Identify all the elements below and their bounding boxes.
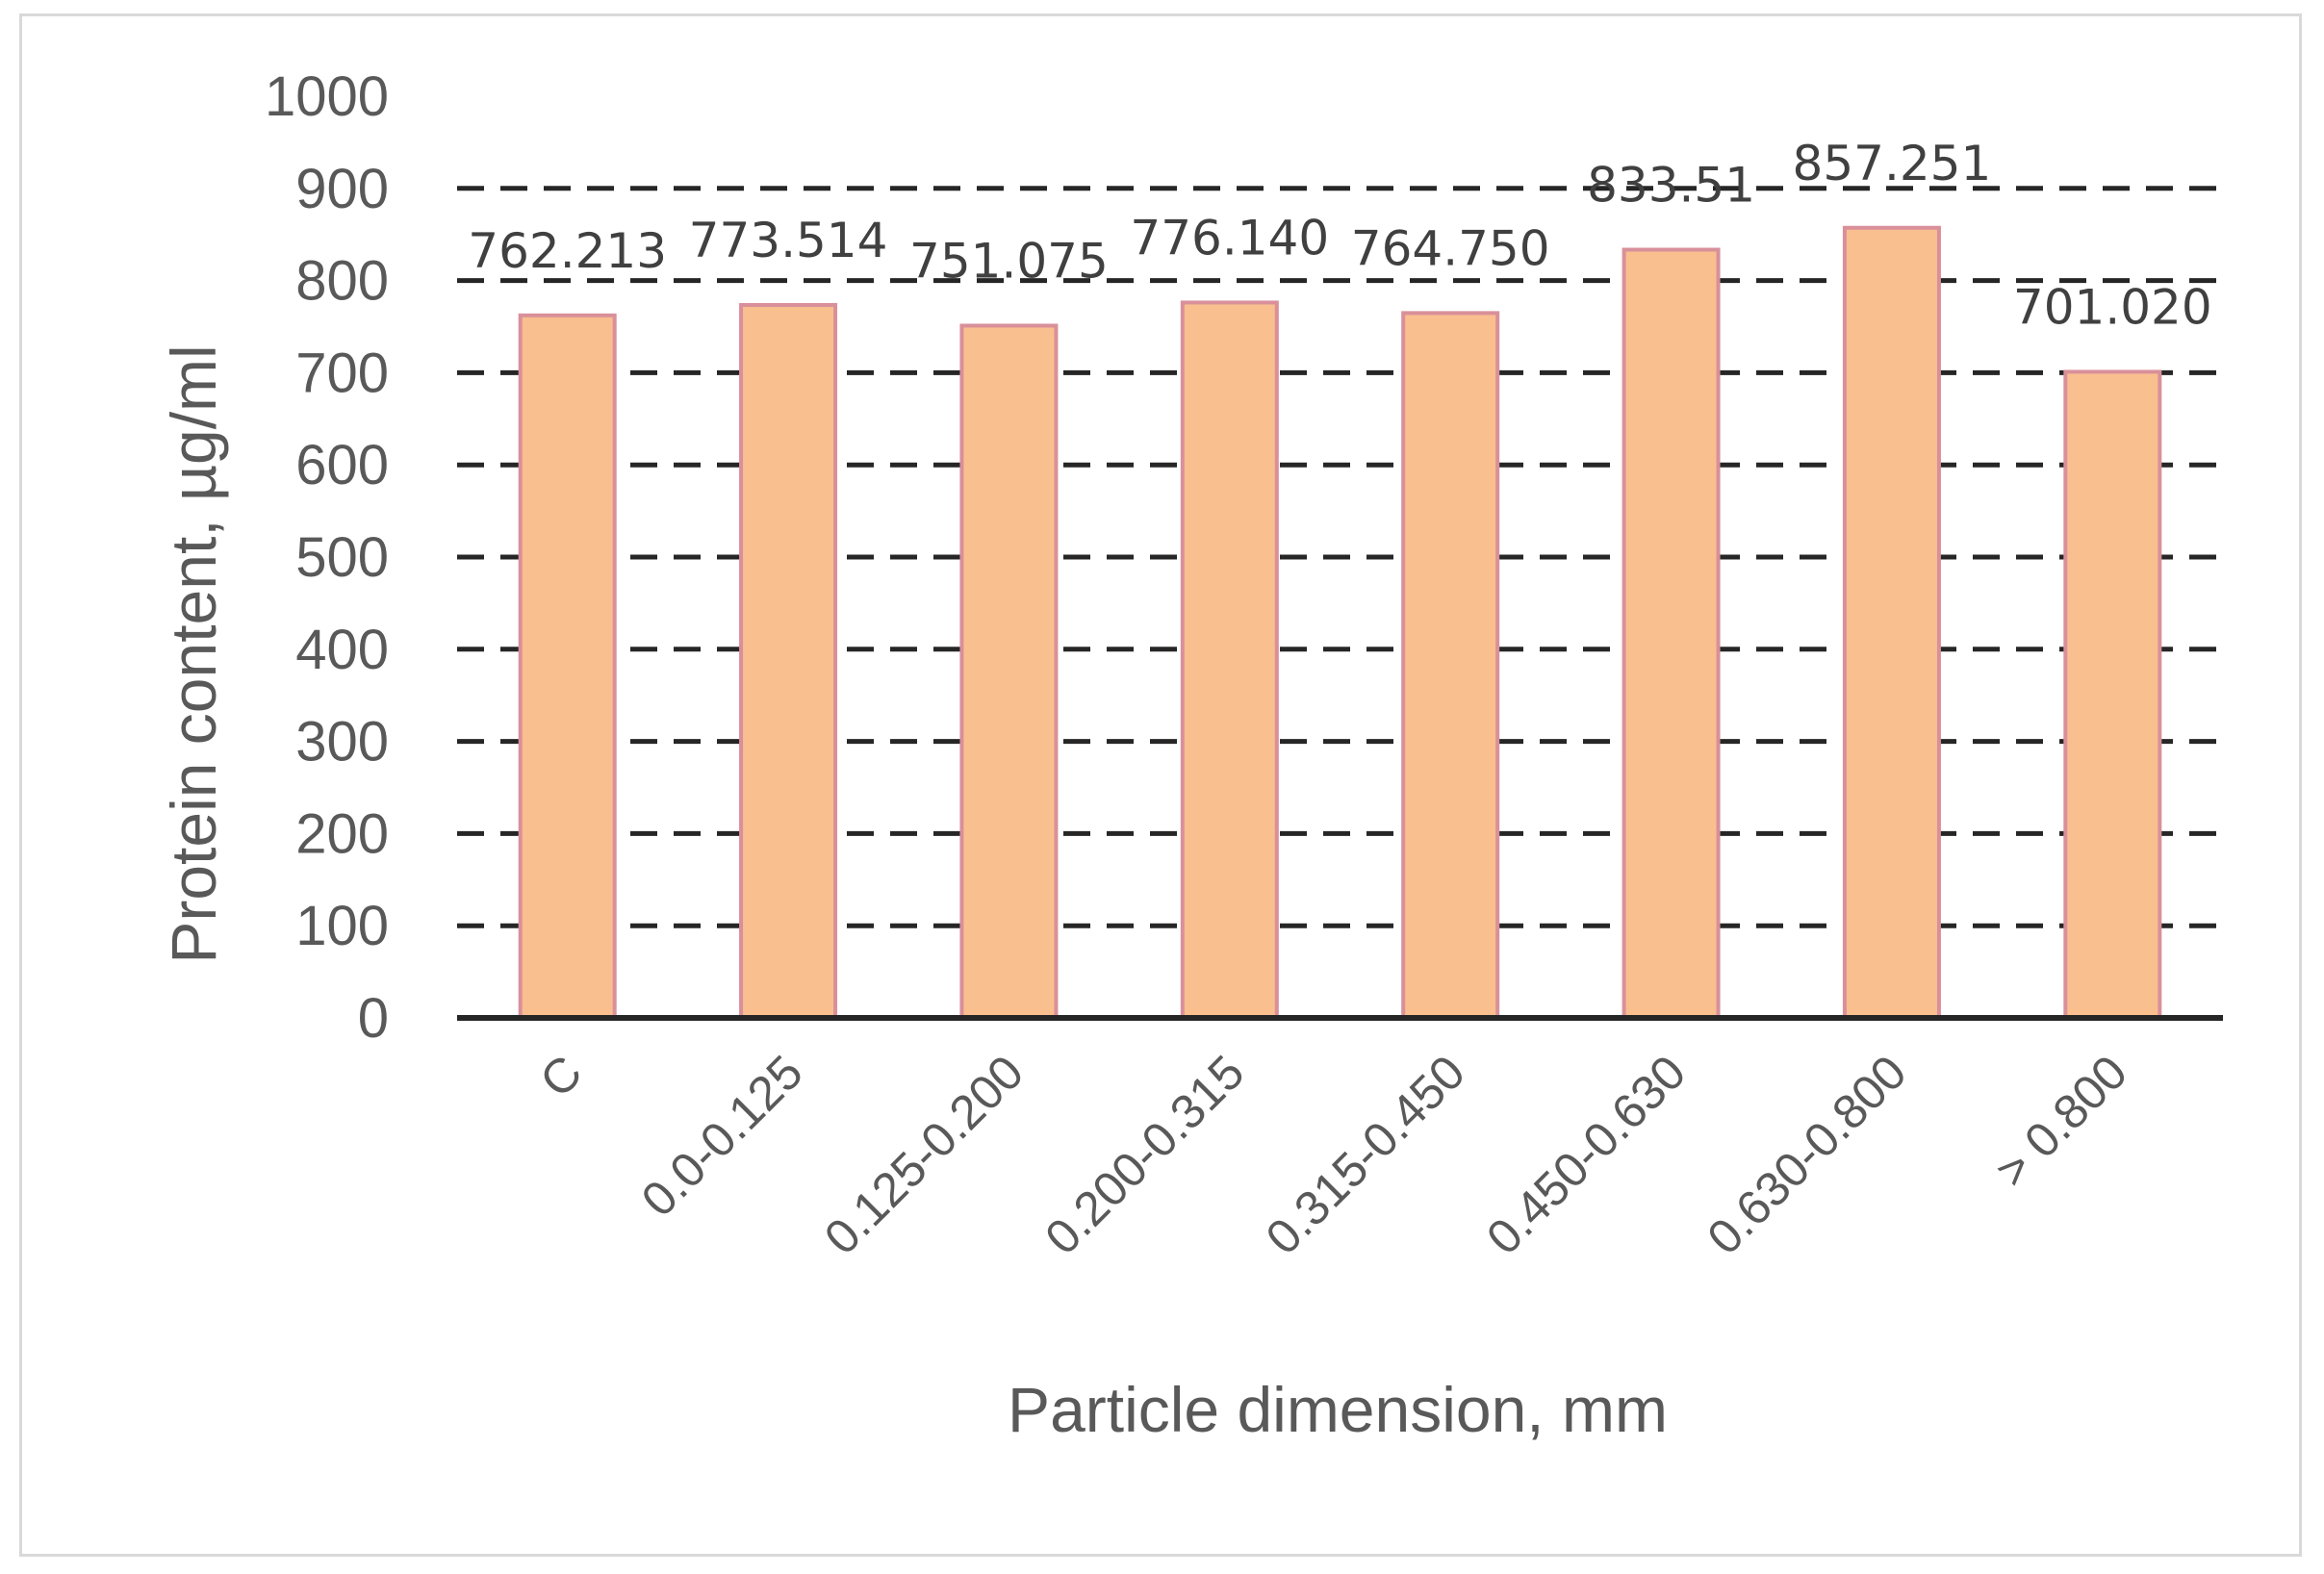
x-tick-label-0: C xyxy=(529,1045,592,1107)
bar-6 xyxy=(1842,225,1941,1020)
x-tick-label-7: > 0.800 xyxy=(1985,1045,2138,1198)
y-tick-label-1000: 1000 xyxy=(265,65,389,128)
y-tick-label-800: 800 xyxy=(295,250,389,313)
bar-2 xyxy=(959,323,1059,1020)
x-axis-title: Particle dimension, mm xyxy=(1008,1374,1668,1445)
bar-3 xyxy=(1180,300,1279,1020)
y-tick-label-400: 400 xyxy=(295,619,389,681)
bar-1 xyxy=(739,302,838,1021)
data-label-3: 776.140 xyxy=(1130,210,1329,266)
data-label-2: 751.075 xyxy=(909,233,1109,289)
x-tick-label-6: 0.630-0.800 xyxy=(1697,1045,1916,1264)
data-label-7: 701.020 xyxy=(2013,279,2212,335)
data-label-1: 773.514 xyxy=(689,213,888,268)
bars xyxy=(518,225,2162,1021)
data-label-5: 833.51 xyxy=(1587,157,1755,213)
gridlines xyxy=(457,186,2223,928)
y-tick-label-500: 500 xyxy=(295,526,389,589)
bar-0 xyxy=(518,313,617,1021)
data-labels: 762.213 773.514 751.075 776.140 764.750 833.5… xyxy=(468,136,2211,336)
data-label-4: 764.750 xyxy=(1351,220,1550,276)
data-label-0: 762.213 xyxy=(468,223,667,279)
x-tick-label-1: 0.0-0.125 xyxy=(631,1045,813,1227)
x-tick-label-5: 0.450-0.630 xyxy=(1476,1045,1696,1264)
y-tick-label-700: 700 xyxy=(295,342,389,404)
y-tick-label-300: 300 xyxy=(295,711,389,774)
y-tick-label-100: 100 xyxy=(295,895,389,957)
y-tick-label-0: 0 xyxy=(358,987,389,1050)
y-axis-ticks: 0 100 200 300 400 500 600 700 800 900 1000 xyxy=(265,65,389,1050)
x-tick-label-3: 0.200-0.315 xyxy=(1034,1045,1254,1264)
bar-4 xyxy=(1401,311,1500,1020)
x-axis-ticks: C 0.0-0.125 0.125-0.200 0.200-0.315 0.315-0.… xyxy=(529,1045,2137,1264)
x-tick-label-4: 0.315-0.450 xyxy=(1256,1045,1475,1264)
y-axis-title: Protein content, µg/ml xyxy=(158,344,229,963)
y-tick-label-200: 200 xyxy=(295,802,389,865)
y-tick-label-600: 600 xyxy=(295,434,389,496)
data-label-6: 857.251 xyxy=(1793,136,1992,191)
y-tick-label-900: 900 xyxy=(295,158,389,220)
bar-7 xyxy=(2063,369,2162,1020)
bar-5 xyxy=(1622,247,1721,1020)
x-tick-label-2: 0.125-0.200 xyxy=(814,1045,1034,1264)
